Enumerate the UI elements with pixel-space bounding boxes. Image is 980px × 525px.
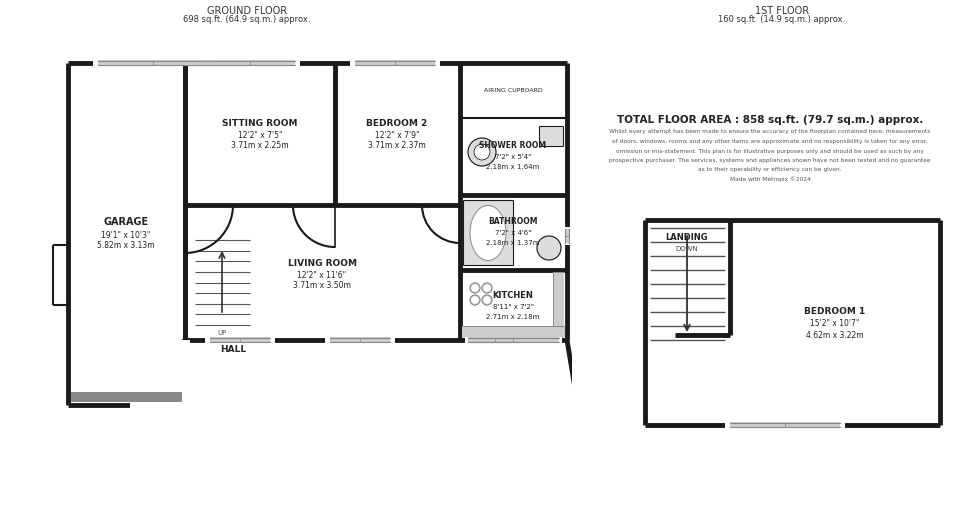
Bar <box>572 340 592 440</box>
Text: 12'2" x 7'9": 12'2" x 7'9" <box>374 131 419 141</box>
Text: 12'2" x 7'5": 12'2" x 7'5" <box>238 131 282 141</box>
Text: of doors, windows, rooms and any other items are approximate and no responsibili: of doors, windows, rooms and any other i… <box>612 139 928 144</box>
Bar <box>553 272 564 326</box>
Text: SHOWER ROOM: SHOWER ROOM <box>479 141 547 150</box>
Circle shape <box>484 297 490 303</box>
Text: prospective purchaser. The services, systems and appliances shown have not been : prospective purchaser. The services, sys… <box>610 158 931 163</box>
Text: 5.82m x 3.13m: 5.82m x 3.13m <box>97 242 155 250</box>
Circle shape <box>482 283 492 293</box>
Bar <box>130 340 190 440</box>
Text: UP: UP <box>218 330 226 336</box>
Text: LIVING ROOM: LIVING ROOM <box>287 258 357 268</box>
Text: AIRING CUPBOARD: AIRING CUPBOARD <box>483 89 542 93</box>
Text: Whilst every attempt has been made to ensure the accuracy of the floorplan conta: Whilst every attempt has been made to en… <box>610 130 931 134</box>
Text: 7'2" x 4'6": 7'2" x 4'6" <box>495 230 531 236</box>
Bar <box>465 337 562 343</box>
Text: GROUND FLOOR: GROUND FLOOR <box>207 6 287 16</box>
Text: 3.71m x 2.37m: 3.71m x 2.37m <box>368 142 426 151</box>
Circle shape <box>484 285 490 291</box>
Text: 8'11" x 7'2": 8'11" x 7'2" <box>493 304 533 310</box>
Text: Made with Metropix ©2024: Made with Metropix ©2024 <box>729 177 810 182</box>
Bar <box>465 337 525 343</box>
Bar <box>325 337 395 343</box>
Bar <box>210 337 270 342</box>
Text: 12'2" x 11'6": 12'2" x 11'6" <box>298 270 347 279</box>
Text: 15'2" x 10'7": 15'2" x 10'7" <box>810 319 859 328</box>
Text: 2.71m x 2.18m: 2.71m x 2.18m <box>486 314 540 320</box>
Bar <box>93 60 213 66</box>
Bar <box>70 65 183 403</box>
Text: 2.18m x 1.37m: 2.18m x 1.37m <box>486 240 540 246</box>
Bar <box>463 200 513 265</box>
Bar <box>565 229 570 243</box>
Text: KITCHEN: KITCHEN <box>493 290 533 299</box>
Text: GARAGE: GARAGE <box>104 217 149 227</box>
Bar <box>564 227 570 245</box>
Bar <box>468 337 559 342</box>
Text: 698 sq.ft. (64.9 sq.m.) approx.: 698 sq.ft. (64.9 sq.m.) approx. <box>183 15 311 24</box>
Circle shape <box>474 144 490 160</box>
Bar <box>200 60 300 66</box>
Bar <box>71 392 182 402</box>
Circle shape <box>472 297 478 303</box>
Text: TOTAL FLOOR AREA : 858 sq.ft. (79.7 sq.m.) approx.: TOTAL FLOOR AREA : 858 sq.ft. (79.7 sq.m… <box>616 115 923 125</box>
Text: omission or mis-statement. This plan is for illustrative purposes only and shoul: omission or mis-statement. This plan is … <box>616 149 924 153</box>
Bar <box>730 422 840 427</box>
Text: 160 sq.ft. (14.9 sq.m.) approx.: 160 sq.ft. (14.9 sq.m.) approx. <box>718 15 846 24</box>
Bar <box>355 60 435 65</box>
Circle shape <box>472 285 478 291</box>
Circle shape <box>470 295 480 305</box>
Bar <box>725 422 845 428</box>
Text: SITTING ROOM: SITTING ROOM <box>222 120 298 129</box>
Text: 3.71m x 3.50m: 3.71m x 3.50m <box>293 280 351 289</box>
Bar <box>350 60 440 66</box>
Ellipse shape <box>470 205 506 260</box>
Bar <box>470 337 520 342</box>
Circle shape <box>470 283 480 293</box>
Bar <box>647 222 938 423</box>
Bar <box>462 326 565 338</box>
Circle shape <box>468 138 496 166</box>
Text: 2.18m x 1.64m: 2.18m x 1.64m <box>486 164 540 170</box>
Bar <box>205 337 275 343</box>
Circle shape <box>482 295 492 305</box>
Circle shape <box>537 236 561 260</box>
Bar <box>539 126 563 146</box>
Text: as to their operability or efficiency can be given.: as to their operability or efficiency ca… <box>699 167 842 173</box>
Text: 3.71m x 2.25m: 3.71m x 2.25m <box>231 142 289 151</box>
Text: DOWN: DOWN <box>675 246 699 252</box>
Text: BEDROOM 2: BEDROOM 2 <box>367 120 427 129</box>
Bar <box>330 337 390 342</box>
Text: 1ST FLOOR: 1ST FLOOR <box>755 6 809 16</box>
Text: BATHROOM: BATHROOM <box>488 216 538 226</box>
Text: 19'1" x 10'3": 19'1" x 10'3" <box>101 232 151 240</box>
Bar <box>98 60 208 65</box>
Bar <box>205 60 295 65</box>
Text: LANDING: LANDING <box>665 234 709 243</box>
Text: BEDROOM 1: BEDROOM 1 <box>805 307 865 316</box>
Text: HALL: HALL <box>220 345 246 354</box>
Text: 4.62m x 3.22m: 4.62m x 3.22m <box>807 331 863 340</box>
Bar <box>187 65 565 338</box>
Text: 7'2" x 5'4": 7'2" x 5'4" <box>495 154 531 160</box>
